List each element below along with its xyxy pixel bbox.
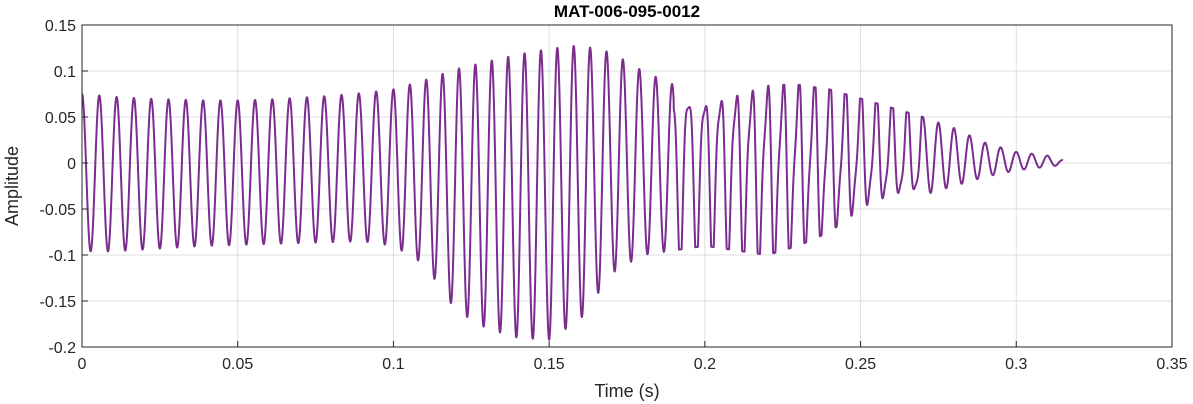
- x-tick-label: 0.35: [1156, 356, 1187, 373]
- plot-frame: [81, 24, 1173, 348]
- y-axis: 0.15 0.1 0.05 0 -0.05 -0.1 -0.15 -0.2: [40, 18, 88, 357]
- x-tick-label: 0.05: [222, 356, 253, 373]
- x-tick-label: 0.15: [534, 356, 565, 373]
- series-line: [82, 45, 1064, 341]
- y-axis-label: Amplitude: [2, 146, 22, 226]
- y-tick-label: -0.15: [40, 294, 77, 311]
- y-tick-label: 0: [67, 156, 76, 173]
- x-axis: 0 0.05 0.1 0.15 0.2 0.25 0.3 0.35: [78, 341, 1188, 373]
- x-tick-label: 0.2: [694, 356, 716, 373]
- plot-area: [82, 45, 1064, 341]
- x-tick-label: 0.1: [382, 356, 404, 373]
- y-tick-label: 0.05: [45, 110, 76, 127]
- y-tick-label: -0.05: [40, 202, 77, 219]
- x-tick-label: 0.25: [845, 356, 876, 373]
- x-tick-label: 0: [78, 356, 87, 373]
- y-tick-label: 0.1: [54, 64, 76, 81]
- grid-lines: [81, 24, 1173, 348]
- y-tick-label: -0.1: [48, 248, 76, 265]
- y-tick-label: 0.15: [45, 18, 76, 35]
- x-tick-label: 0.3: [1005, 356, 1027, 373]
- y-tick-label: -0.2: [48, 340, 76, 357]
- chart-title: MAT-006-095-0012: [554, 2, 700, 21]
- x-axis-label: Time (s): [594, 381, 659, 401]
